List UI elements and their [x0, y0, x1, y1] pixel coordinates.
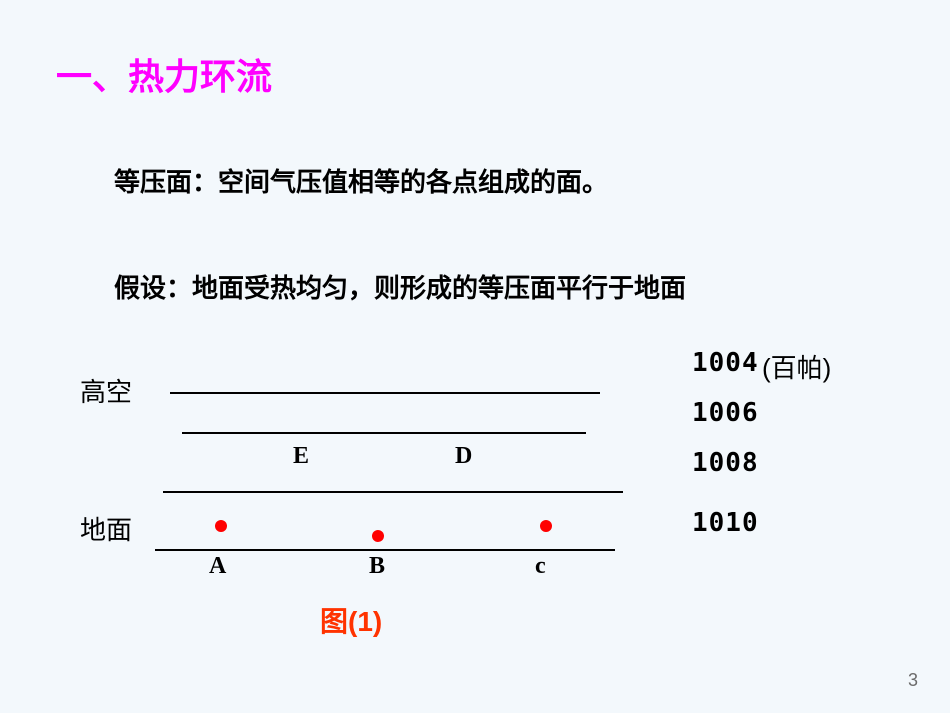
- point-E-label: E: [293, 443, 309, 470]
- page-number: 3: [908, 670, 918, 691]
- pressure-1008: 1008: [692, 448, 759, 478]
- isobar-line-1: [170, 392, 600, 394]
- point-B-label: B: [369, 553, 385, 580]
- point-C-label: c: [535, 553, 546, 580]
- definition-text: 等压面：空间气压值相等的各点组成的面。: [114, 162, 608, 199]
- isobar-line-3: [163, 491, 623, 493]
- ground-label: 地面: [80, 510, 132, 547]
- isobar-line-2: [182, 432, 586, 434]
- figure-caption: 图(1): [320, 606, 382, 637]
- point-C-dot: [540, 520, 552, 532]
- pressure-unit: (百帕): [762, 348, 831, 385]
- point-B-dot: [372, 530, 384, 542]
- point-A-dot: [215, 520, 227, 532]
- pressure-1010: 1010: [692, 508, 759, 538]
- point-D-label: D: [455, 443, 472, 470]
- point-A-label: A: [209, 553, 226, 580]
- pressure-1004: 1004: [692, 348, 759, 378]
- section-title: 一、热力环流: [56, 56, 272, 97]
- pressure-1006: 1006: [692, 398, 759, 428]
- assumption-text: 假设：地面受热均匀，则形成的等压面平行于地面: [114, 268, 686, 305]
- upper-air-label: 高空: [80, 372, 132, 409]
- isobar-line-4: [155, 549, 615, 551]
